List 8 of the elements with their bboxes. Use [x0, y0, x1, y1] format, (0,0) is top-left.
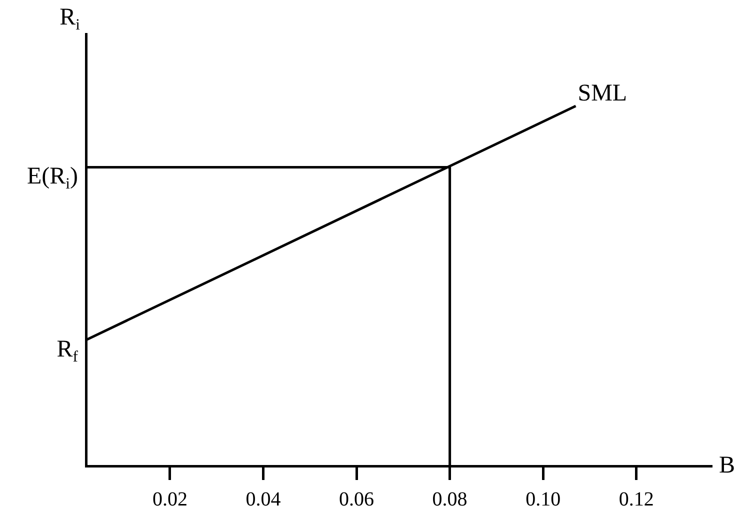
series-label: SML: [578, 80, 628, 106]
x-tick-label: 0.02: [152, 488, 188, 510]
x-tick-label: 0.08: [432, 488, 468, 510]
x-tick-label: 0.04: [246, 488, 281, 510]
x-tick-label: 0.12: [618, 488, 654, 510]
x-tick-label: 0.10: [526, 488, 561, 510]
x-tick-label: 0.06: [339, 488, 374, 510]
x-axis-title: B: [719, 452, 736, 478]
